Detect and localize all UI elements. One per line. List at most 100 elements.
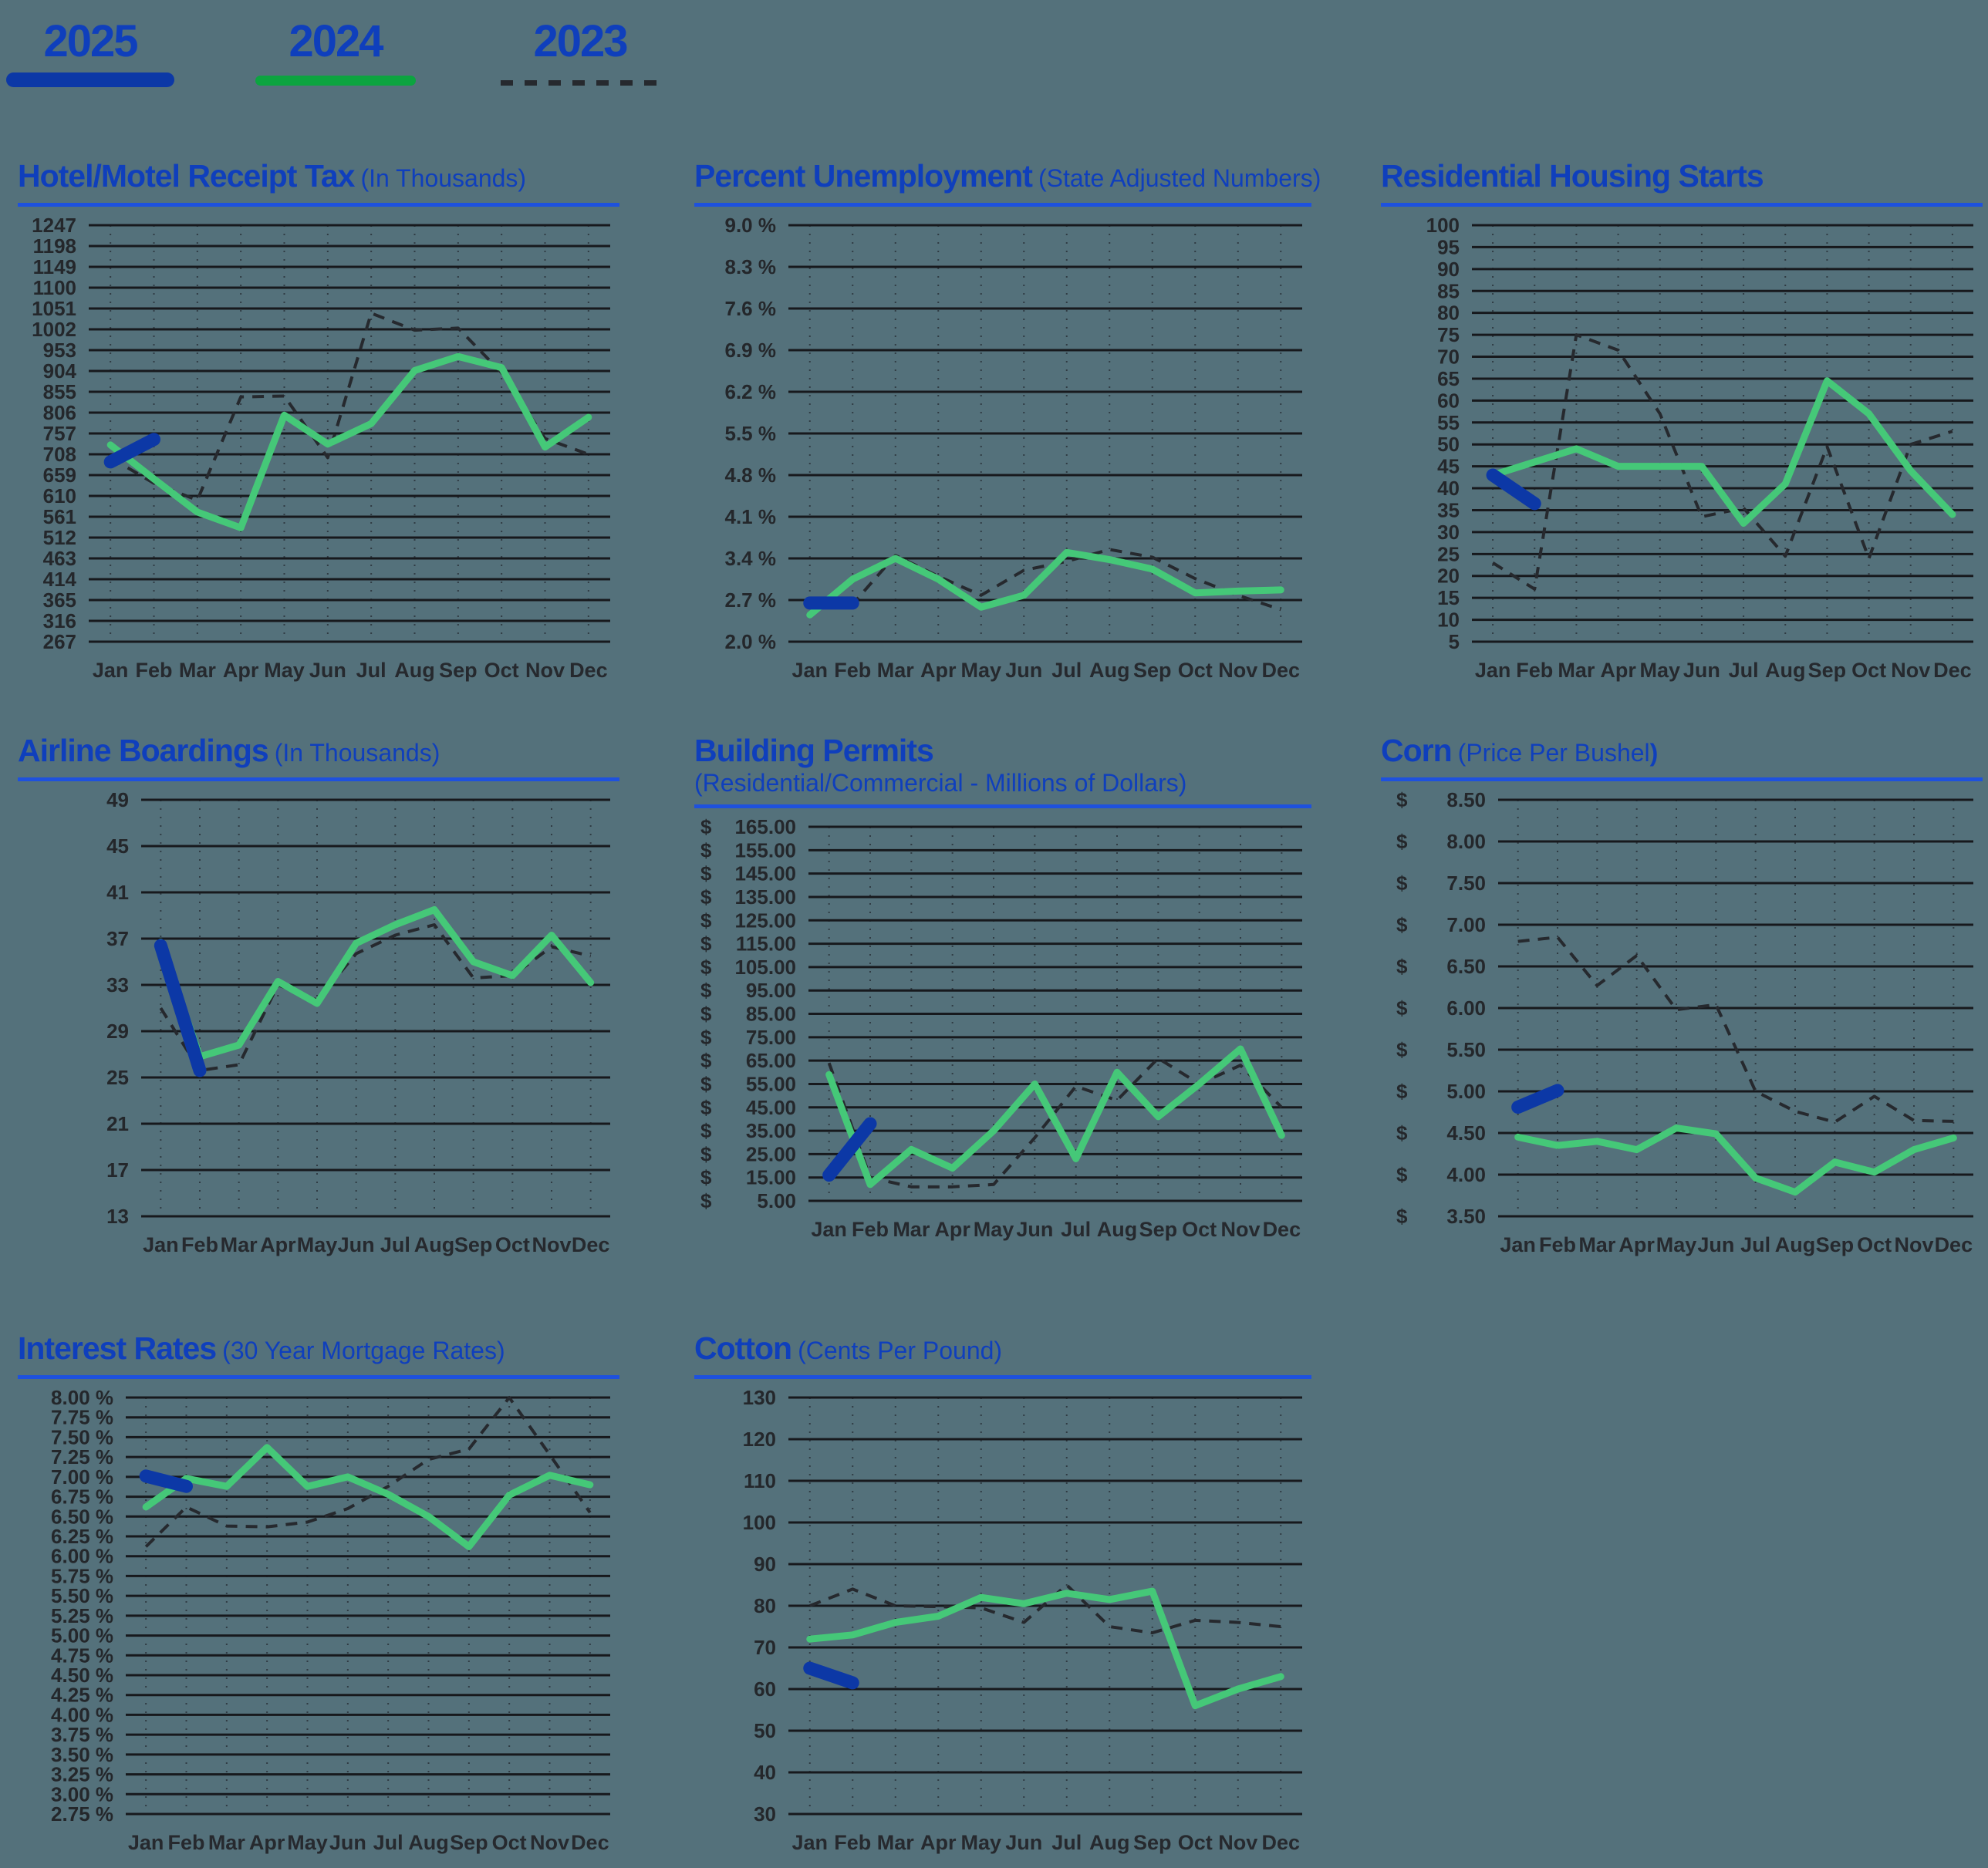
building-permits-plot: 165.00 $155.00 $145.00 $135.00 $125.00 $115.0…: [700, 815, 1302, 1241]
chart-corn-price-per-bushel: Corn (Price Per Bushel) 8.50 $8.00 $7.50 $7.…: [1381, 733, 1983, 1270]
svg-text:Feb: Feb: [834, 1831, 871, 1854]
svg-text:$: $: [1396, 1038, 1408, 1061]
chart-airline-boardings: Airline Boardings (In Thousands) 49 45 41 37…: [18, 733, 619, 1270]
svg-text:Sep: Sep: [439, 659, 478, 682]
svg-text:6.50: 6.50: [1446, 955, 1486, 978]
svg-text:Apr: Apr: [249, 1831, 285, 1854]
svg-text:3.25 %: 3.25 %: [51, 1763, 113, 1786]
svg-text:2.75 %: 2.75 %: [51, 1802, 113, 1826]
svg-text:$: $: [1396, 872, 1408, 895]
svg-text:Nov: Nov: [532, 1233, 571, 1256]
svg-text:Oct: Oct: [1182, 1218, 1217, 1241]
svg-text:Apr: Apr: [920, 1831, 957, 1854]
svg-text:659: 659: [43, 464, 76, 487]
title-text: Building Permits: [694, 733, 934, 768]
svg-text:45.00: 45.00: [746, 1096, 796, 1119]
svg-text:Dec: Dec: [572, 1233, 610, 1256]
svg-text:Feb: Feb: [852, 1218, 889, 1241]
chart-building-permits: Building Permits (Residential/Commercial …: [694, 733, 1311, 1255]
svg-text:Feb: Feb: [181, 1233, 218, 1256]
subtitle-text: (In Thousands): [360, 164, 527, 192]
legend-item-2025: 2025: [6, 19, 174, 87]
svg-text:1247: 1247: [32, 214, 76, 237]
svg-text:4.50: 4.50: [1446, 1121, 1486, 1145]
svg-text:3.00 %: 3.00 %: [51, 1782, 113, 1806]
svg-text:4.1 %: 4.1 %: [725, 505, 777, 528]
svg-text:Sep: Sep: [1133, 659, 1172, 682]
svg-text:Nov: Nov: [1218, 1831, 1257, 1854]
svg-text:$: $: [1396, 830, 1408, 853]
svg-text:Dec: Dec: [1261, 659, 1300, 682]
legend-line-2024-swatch: [255, 76, 416, 86]
svg-text:1051: 1051: [32, 297, 76, 320]
svg-text:Apr: Apr: [920, 659, 957, 682]
svg-text:100: 100: [743, 1511, 776, 1534]
svg-text:Jul: Jul: [1729, 659, 1759, 682]
chart-residential-housing-starts: Residential Housing Starts 100 95 90 85 80 75…: [1381, 158, 1983, 696]
svg-text:Oct: Oct: [1178, 1831, 1213, 1854]
svg-text:Oct: Oct: [1178, 659, 1213, 682]
svg-text:$: $: [1396, 1205, 1408, 1228]
svg-text:Dec: Dec: [571, 1831, 609, 1854]
svg-text:Apr: Apr: [223, 659, 259, 682]
svg-text:Feb: Feb: [1539, 1233, 1576, 1256]
svg-text:757: 757: [43, 422, 76, 445]
svg-text:Jun: Jun: [1005, 659, 1042, 682]
svg-text:May: May: [287, 1831, 328, 1854]
svg-text:7.00 %: 7.00 %: [51, 1465, 113, 1489]
svg-text:90: 90: [754, 1553, 776, 1576]
svg-text:60: 60: [1437, 389, 1460, 412]
svg-text:$: $: [700, 909, 712, 932]
svg-text:May: May: [1639, 659, 1680, 682]
svg-text:Apr: Apr: [260, 1233, 296, 1256]
svg-text:70: 70: [754, 1636, 776, 1659]
svg-text:80: 80: [1437, 302, 1460, 325]
svg-text:75.00: 75.00: [746, 1026, 796, 1049]
subtitle-text: (Cents Per Pound): [798, 1337, 1003, 1364]
chart-title-airline-boardings: Airline Boardings (In Thousands): [18, 733, 619, 770]
svg-text:Jul: Jul: [1061, 1218, 1091, 1241]
svg-text:75: 75: [1437, 323, 1460, 346]
svg-text:145.00: 145.00: [734, 862, 796, 885]
title-rule: [1381, 203, 1983, 207]
svg-text:Nov: Nov: [530, 1831, 569, 1854]
svg-text:5.00: 5.00: [1446, 1080, 1486, 1103]
legend-line-2025-swatch: [6, 72, 174, 87]
airline-boardings-plot: 49 45 41 37 33 29 25 21 17 13 Jan Feb Mar Apr May Jun Ju…: [106, 788, 610, 1256]
svg-text:3.50: 3.50: [1446, 1205, 1486, 1228]
svg-text:$: $: [700, 1096, 712, 1119]
svg-text:6.9 %: 6.9 %: [725, 339, 777, 362]
svg-text:Aug: Aug: [1097, 1218, 1137, 1241]
legend-label-2025: 2025: [43, 16, 138, 66]
svg-text:55.00: 55.00: [746, 1072, 796, 1095]
svg-text:463: 463: [43, 547, 76, 570]
residential-housing-starts-plot: 1009590858075706560555045403530252015105…: [1426, 214, 1973, 682]
svg-text:$: $: [700, 838, 712, 862]
svg-text:8.50: 8.50: [1446, 788, 1486, 811]
svg-text:13: 13: [106, 1205, 129, 1228]
svg-text:30: 30: [1437, 521, 1460, 544]
svg-text:5: 5: [1449, 630, 1460, 653]
svg-text:35: 35: [1437, 498, 1460, 521]
svg-text:855: 855: [43, 380, 76, 403]
subtitle-text: (State Adjusted Numbers): [1038, 164, 1321, 192]
svg-text:8.3 %: 8.3 %: [725, 255, 777, 278]
svg-text:Sep: Sep: [1816, 1233, 1855, 1256]
svg-text:120: 120: [743, 1428, 776, 1451]
svg-text:Mar: Mar: [221, 1233, 258, 1256]
svg-text:$: $: [700, 1142, 712, 1165]
percent-unemployment-plot: 9.0 % 8.3 % 7.6 % 6.9 % 6.2 % 5.5 % 4.8 % 4.1 %…: [725, 214, 1302, 682]
svg-text:37: 37: [106, 927, 129, 950]
svg-text:135.00: 135.00: [734, 885, 796, 909]
svg-text:Dec: Dec: [1933, 659, 1972, 682]
chart-title-cotton: Cotton (Cents Per Pound): [694, 1330, 1311, 1368]
legend-item-2023: 2023: [501, 19, 660, 86]
svg-text:Aug: Aug: [1775, 1233, 1815, 1256]
svg-text:May: May: [974, 1218, 1014, 1241]
svg-text:$: $: [700, 1166, 712, 1189]
svg-text:Mar: Mar: [877, 659, 915, 682]
svg-text:165.00: 165.00: [734, 815, 796, 838]
svg-text:5.75 %: 5.75 %: [51, 1564, 113, 1587]
title-text: Percent Unemployment: [694, 158, 1033, 194]
chart-cotton-cents-per-pound: Cotton (Cents Per Pound) 130 120 110 100 90 80…: [694, 1330, 1311, 1868]
